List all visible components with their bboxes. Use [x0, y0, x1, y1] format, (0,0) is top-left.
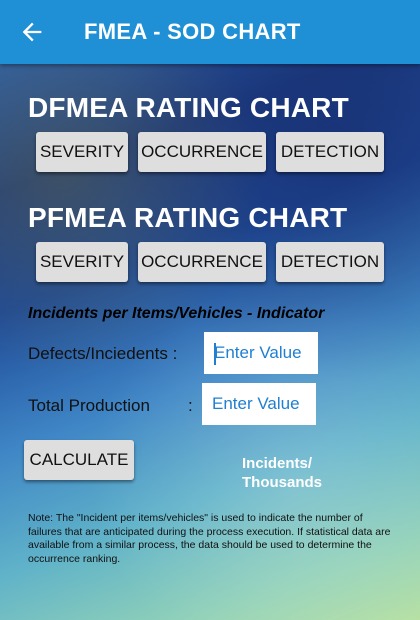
app-title: FMEA - SOD CHART	[84, 19, 301, 44]
defects-label: Defects/Inciedents :	[28, 344, 178, 363]
dfmea-severity-button[interactable]: SEVERITY	[36, 132, 128, 172]
production-input[interactable]	[202, 383, 316, 425]
calculate-button[interactable]: CALCULATE	[24, 440, 134, 480]
app-bar: FMEA - SOD CHART	[0, 0, 420, 64]
result-unit-line2: Thousands	[242, 474, 323, 491]
pfmea-severity-button[interactable]: SEVERITY	[36, 242, 128, 282]
dfmea-occurrence-button[interactable]: OCCURRENCE	[138, 132, 266, 172]
defects-input[interactable]	[204, 332, 318, 374]
note-text: Note: The "Incident per items/vehicles" …	[28, 512, 391, 565]
pfmea-occurrence-button[interactable]: OCCURRENCE	[138, 242, 266, 282]
result-unit-line1: Incidents/	[242, 455, 313, 472]
indicator-title: Incidents per Items/Vehicles - Indicator	[28, 305, 325, 322]
dfmea-detection-button[interactable]: DETECTION	[276, 132, 384, 172]
text-cursor	[214, 343, 216, 365]
pfmea-detection-button[interactable]: DETECTION	[276, 242, 384, 282]
production-label: Total Production	[28, 396, 150, 415]
arrow-left-icon[interactable]	[18, 18, 46, 46]
result-unit: Incidents/ Thousands	[242, 454, 342, 492]
production-colon: :	[188, 396, 193, 415]
dfmea-heading: DFMEA RATING CHART	[28, 92, 349, 123]
pfmea-heading: PFMEA RATING CHART	[28, 202, 348, 233]
